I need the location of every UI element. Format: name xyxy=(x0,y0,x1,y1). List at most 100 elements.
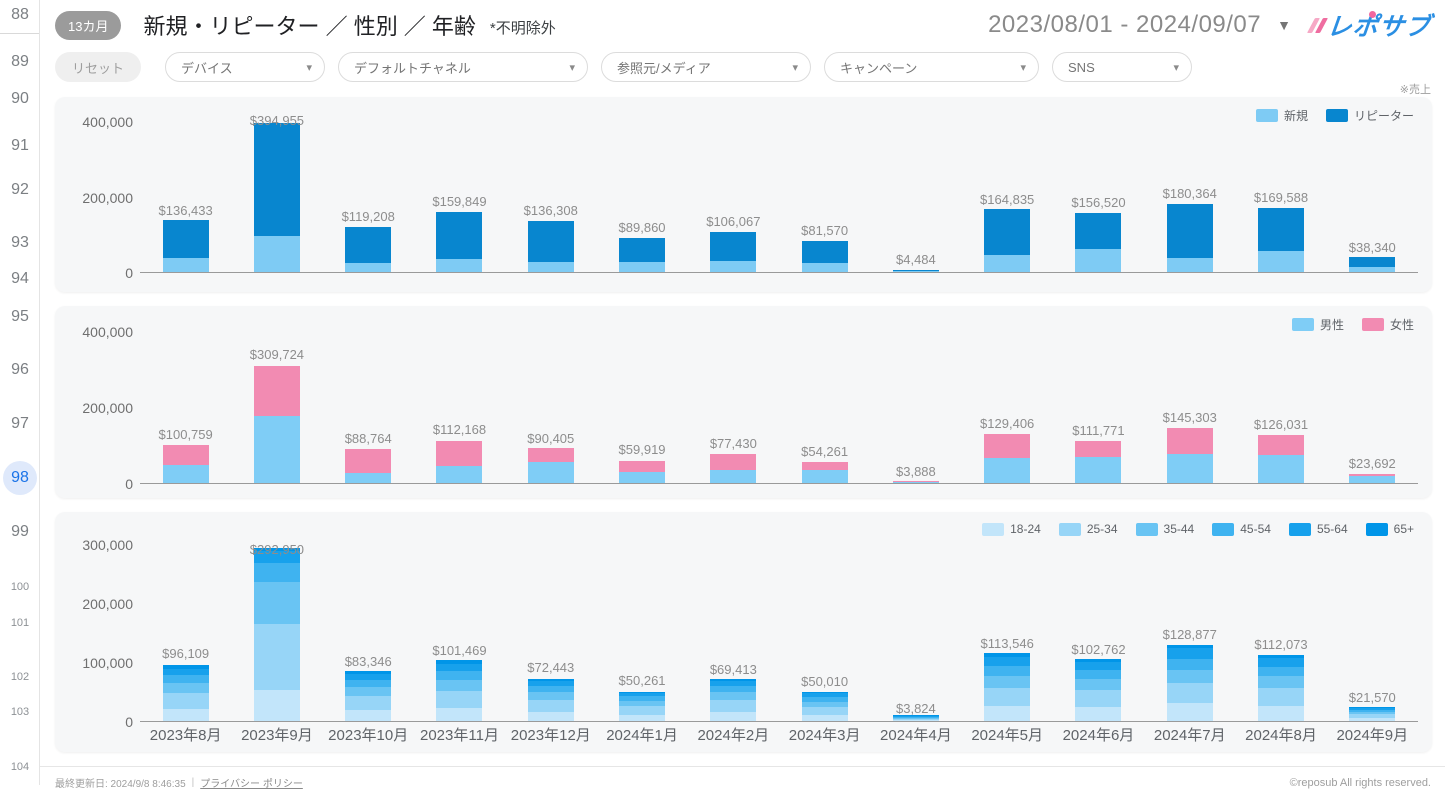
stacked-bar-2024年3月[interactable] xyxy=(801,241,848,272)
bar-segment-25-34 xyxy=(1166,683,1213,703)
bar-value-label: $54,261 xyxy=(801,444,849,460)
stacked-bar-2024年4月[interactable] xyxy=(892,715,939,721)
stacked-bar-2023年9月[interactable] xyxy=(253,366,300,483)
bar-value-label: $69,413 xyxy=(709,662,757,678)
bar-segment-25-34 xyxy=(345,696,392,710)
stacked-bar-2024年3月[interactable] xyxy=(801,692,848,721)
stacked-bar-2023年8月[interactable] xyxy=(162,220,209,272)
bar-value-label: $309,724 xyxy=(249,347,305,363)
filter-dropdown-campaign[interactable]: キャンペーン ▾ xyxy=(824,52,1040,82)
stacked-bar-2024年2月[interactable] xyxy=(710,232,757,272)
stacked-bar-2023年11月[interactable] xyxy=(436,660,483,721)
bar-segment-女性 xyxy=(1075,441,1122,457)
category-slot: $102,762 xyxy=(1053,544,1144,721)
bar-segment-65+ xyxy=(710,679,757,681)
bar-segment-男性 xyxy=(619,472,666,483)
legend-item-55-64: 55-64 xyxy=(1288,522,1348,536)
stacked-bar-2024年4月[interactable] xyxy=(892,270,939,272)
y-tick-label: 200,000 xyxy=(82,189,133,206)
bar-value-label: $50,261 xyxy=(618,673,666,689)
line-number-95: 95 xyxy=(11,308,29,325)
stacked-bar-2024年5月[interactable] xyxy=(984,653,1031,721)
bar-segment-65+ xyxy=(892,715,939,716)
category-slot: $77,430 xyxy=(688,326,779,483)
stacked-bar-2024年6月[interactable] xyxy=(1075,213,1122,272)
bar-segment-65+ xyxy=(436,660,483,664)
stacked-bar-2024年7月[interactable] xyxy=(1166,645,1213,721)
stacked-bar-2023年12月[interactable] xyxy=(527,221,574,272)
stacked-bar-2024年9月[interactable] xyxy=(1349,474,1396,483)
category-slot: $59,919 xyxy=(596,326,687,483)
bar-value-label: $102,762 xyxy=(1071,642,1126,658)
filter-dropdown-device[interactable]: デバイス ▾ xyxy=(165,52,326,82)
bar-segment-55-64 xyxy=(1075,662,1122,670)
filter-dropdown-source-media[interactable]: 参照元/メディア ▾ xyxy=(601,52,812,82)
filter-dropdown-default-channel[interactable]: デフォルトチャネル ▾ xyxy=(338,52,589,82)
bar-segment-女性 xyxy=(1258,435,1305,455)
stacked-bar-2024年6月[interactable] xyxy=(1075,659,1122,721)
stacked-bar-2024年9月[interactable] xyxy=(1349,707,1396,721)
bar-segment-男性 xyxy=(162,465,209,483)
legend-item-25-34: 25-34 xyxy=(1058,522,1118,536)
stacked-bar-2024年5月[interactable] xyxy=(984,434,1031,483)
stacked-bar-2024年2月[interactable] xyxy=(710,454,757,483)
x-axis: 2023年8月 2023年9月 2023年10月 2023年11月 2023年12月 20… xyxy=(140,724,1418,745)
stacked-bar-2024年7月[interactable] xyxy=(1166,204,1213,272)
chart-age: 18-24 25-34 35-44 45-54 55-64 65+ 0 100,000 200,… xyxy=(55,512,1432,752)
filter-dropdown-sns[interactable]: SNS ▾ xyxy=(1052,52,1193,82)
stacked-bar-2023年12月[interactable] xyxy=(527,448,574,483)
stacked-bar-2024年8月[interactable] xyxy=(1258,655,1305,721)
stacked-bar-2024年5月[interactable] xyxy=(984,209,1031,272)
bar-value-label: $21,570 xyxy=(1348,690,1396,706)
stacked-bar-2024年8月[interactable] xyxy=(1258,208,1305,272)
date-range-picker[interactable]: 2023/08/01 - 2024/09/07 ▼ xyxy=(988,13,1291,37)
privacy-policy-link[interactable]: プライバシー ポリシー xyxy=(200,779,303,790)
category-slot: $88,764 xyxy=(323,326,414,483)
stacked-bar-2024年9月[interactable] xyxy=(1349,257,1396,272)
chart-gender: 男性 女性 0 200,000 400,000 $100,759 $309,724 $88,7… xyxy=(55,306,1432,498)
bar-segment-25-34 xyxy=(801,707,848,715)
bar-segment-55-64 xyxy=(1258,658,1305,667)
stacked-bar-2023年10月[interactable] xyxy=(345,671,392,721)
bar-segment-35-44 xyxy=(619,701,666,706)
category-slot: $394,955 xyxy=(231,114,322,272)
bar-segment-男性 xyxy=(984,458,1031,483)
chevron-down-icon: ▾ xyxy=(569,61,576,74)
bar-segment-18-24 xyxy=(253,690,300,721)
stacked-bar-2023年8月[interactable] xyxy=(162,665,209,721)
stacked-bar-2024年2月[interactable] xyxy=(710,679,757,721)
line-number-101: 101 xyxy=(10,617,30,629)
stacked-bar-2024年3月[interactable] xyxy=(801,462,848,483)
bar-segment-55-64 xyxy=(710,681,757,686)
bar-value-label: $4,484 xyxy=(896,252,936,268)
reset-button[interactable]: リセット xyxy=(55,52,142,82)
y-tick-label: 400,000 xyxy=(82,114,133,130)
stacked-bar-2024年1月[interactable] xyxy=(619,692,666,721)
bar-segment-55-64 xyxy=(1166,648,1213,659)
legend-swatch-icon xyxy=(1255,109,1278,122)
stacked-bar-2024年4月[interactable] xyxy=(892,481,939,483)
bar-value-label: $3,888 xyxy=(896,463,936,479)
stacked-bar-2023年10月[interactable] xyxy=(345,449,392,483)
stacked-bar-2023年8月[interactable] xyxy=(162,445,209,483)
stacked-bar-2023年12月[interactable] xyxy=(527,679,574,721)
stacked-bar-2023年11月[interactable] xyxy=(436,212,483,272)
stacked-bar-2023年9月[interactable] xyxy=(253,123,300,272)
stacked-bar-2023年10月[interactable] xyxy=(345,227,392,272)
category-slot: $113,546 xyxy=(962,544,1053,721)
stacked-bar-2024年7月[interactable] xyxy=(1166,428,1213,483)
title-note: *不明除外 xyxy=(489,20,556,37)
stacked-bar-2024年1月[interactable] xyxy=(619,461,666,483)
bar-value-label: $88,764 xyxy=(344,431,392,447)
stacked-bar-2023年9月[interactable] xyxy=(253,548,300,721)
bar-value-label: $126,031 xyxy=(1253,417,1309,433)
bar-segment-男性 xyxy=(345,473,392,483)
stacked-bar-2024年1月[interactable] xyxy=(619,238,666,272)
stacked-bar-2024年8月[interactable] xyxy=(1258,435,1305,483)
bar-segment-リピーター xyxy=(1075,213,1122,249)
bar-segment-45-54 xyxy=(1349,710,1396,712)
stacked-bar-2023年11月[interactable] xyxy=(436,441,483,483)
bar-segment-55-64 xyxy=(619,693,666,696)
y-axis: 0 100,000 200,000 300,000 xyxy=(65,537,133,730)
stacked-bar-2024年6月[interactable] xyxy=(1075,441,1122,483)
